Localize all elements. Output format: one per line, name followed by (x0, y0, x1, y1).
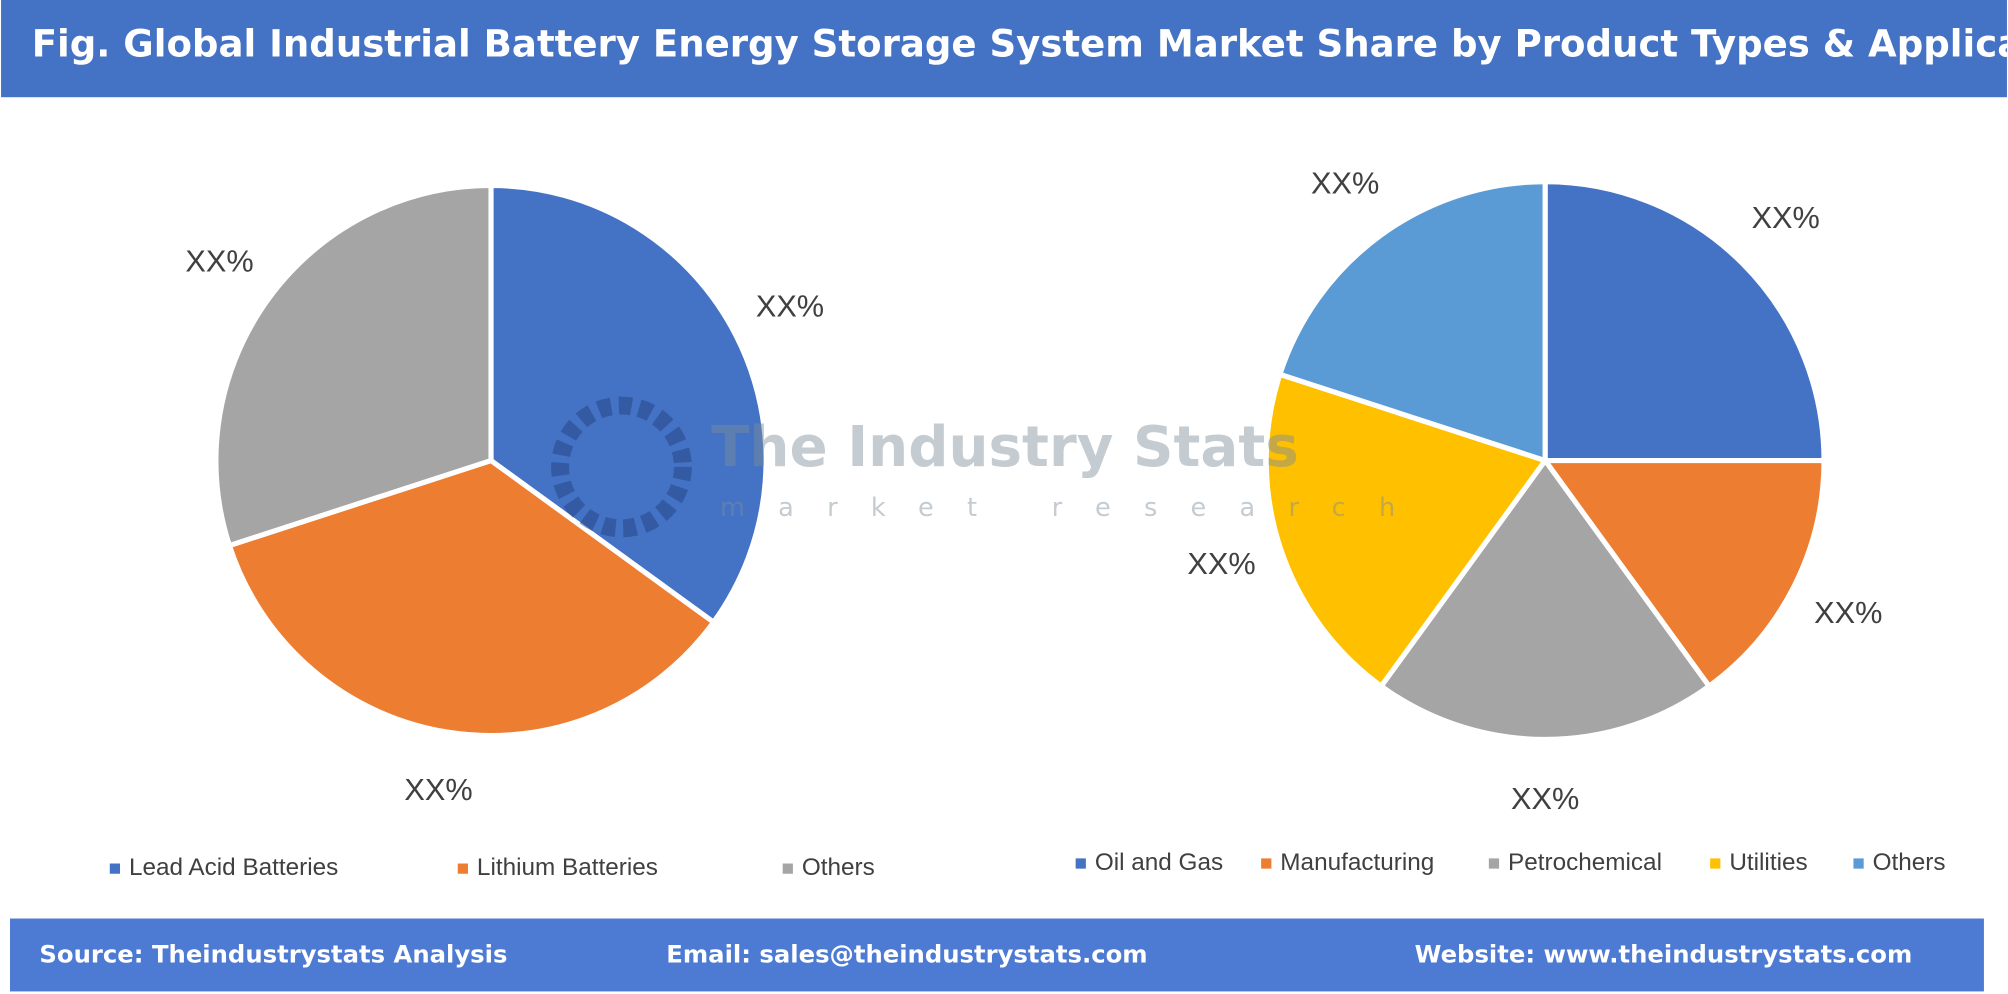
watermark-tagline: market research (720, 493, 1428, 523)
value-label: XX% (1311, 165, 1379, 200)
legend-swatch (457, 863, 468, 874)
legend-label: Others (1873, 849, 1946, 876)
value-label: XX% (1752, 200, 1820, 235)
watermark-name: The Industry Stats (711, 415, 1299, 480)
pie-slice (1276, 179, 1548, 465)
header-bar (1, 0, 2007, 98)
pie-slice (1542, 179, 1827, 464)
pie-slice (1540, 457, 1827, 690)
footer-email: Email: sales@theindustrystats.com (666, 940, 1147, 969)
footer-website: Website: www.theindustrystats.com (1415, 940, 1913, 969)
pie-slice (1377, 456, 1713, 742)
legend-label: Others (802, 854, 875, 881)
value-label: XX% (1187, 546, 1255, 581)
pie-slice (1263, 371, 1550, 690)
watermark: The Industry Stats market research (551, 396, 1428, 538)
footer-bar (10, 918, 1984, 992)
legend-label: Lead Acid Batteries (129, 854, 338, 881)
legend-swatch (1488, 858, 1500, 869)
pie-slice (213, 182, 494, 549)
page-title: Fig. Global Industrial Battery Energy St… (32, 23, 2008, 66)
value-label: XX% (756, 288, 824, 323)
charts: XX% XX% XX% Lead Acid Batteries Lithium Batt… (109, 165, 1946, 881)
value-label: XX% (1511, 781, 1579, 816)
legend-label: Lithium Batteries (477, 854, 658, 881)
legend-swatch (1853, 858, 1864, 869)
legend-label: Utilities (1729, 849, 1807, 876)
legend-swatch (109, 863, 121, 874)
pie-slice (488, 182, 769, 626)
legend-label: Oil and Gas (1095, 849, 1223, 876)
legend-label: Manufacturing (1280, 849, 1434, 876)
legend-swatch (1261, 858, 1272, 869)
watermark-logo (551, 396, 692, 538)
legend-swatch (782, 863, 793, 874)
legend-swatch (1075, 858, 1086, 869)
value-label: XX% (404, 772, 472, 807)
legend-swatch (1710, 858, 1721, 869)
legend-label: Petrochemical (1508, 849, 1662, 876)
value-label: XX% (185, 243, 253, 278)
footer-source: Source: Theindustrystats Analysis (39, 940, 507, 969)
value-label: XX% (1814, 595, 1882, 630)
pie-slice (226, 457, 718, 739)
